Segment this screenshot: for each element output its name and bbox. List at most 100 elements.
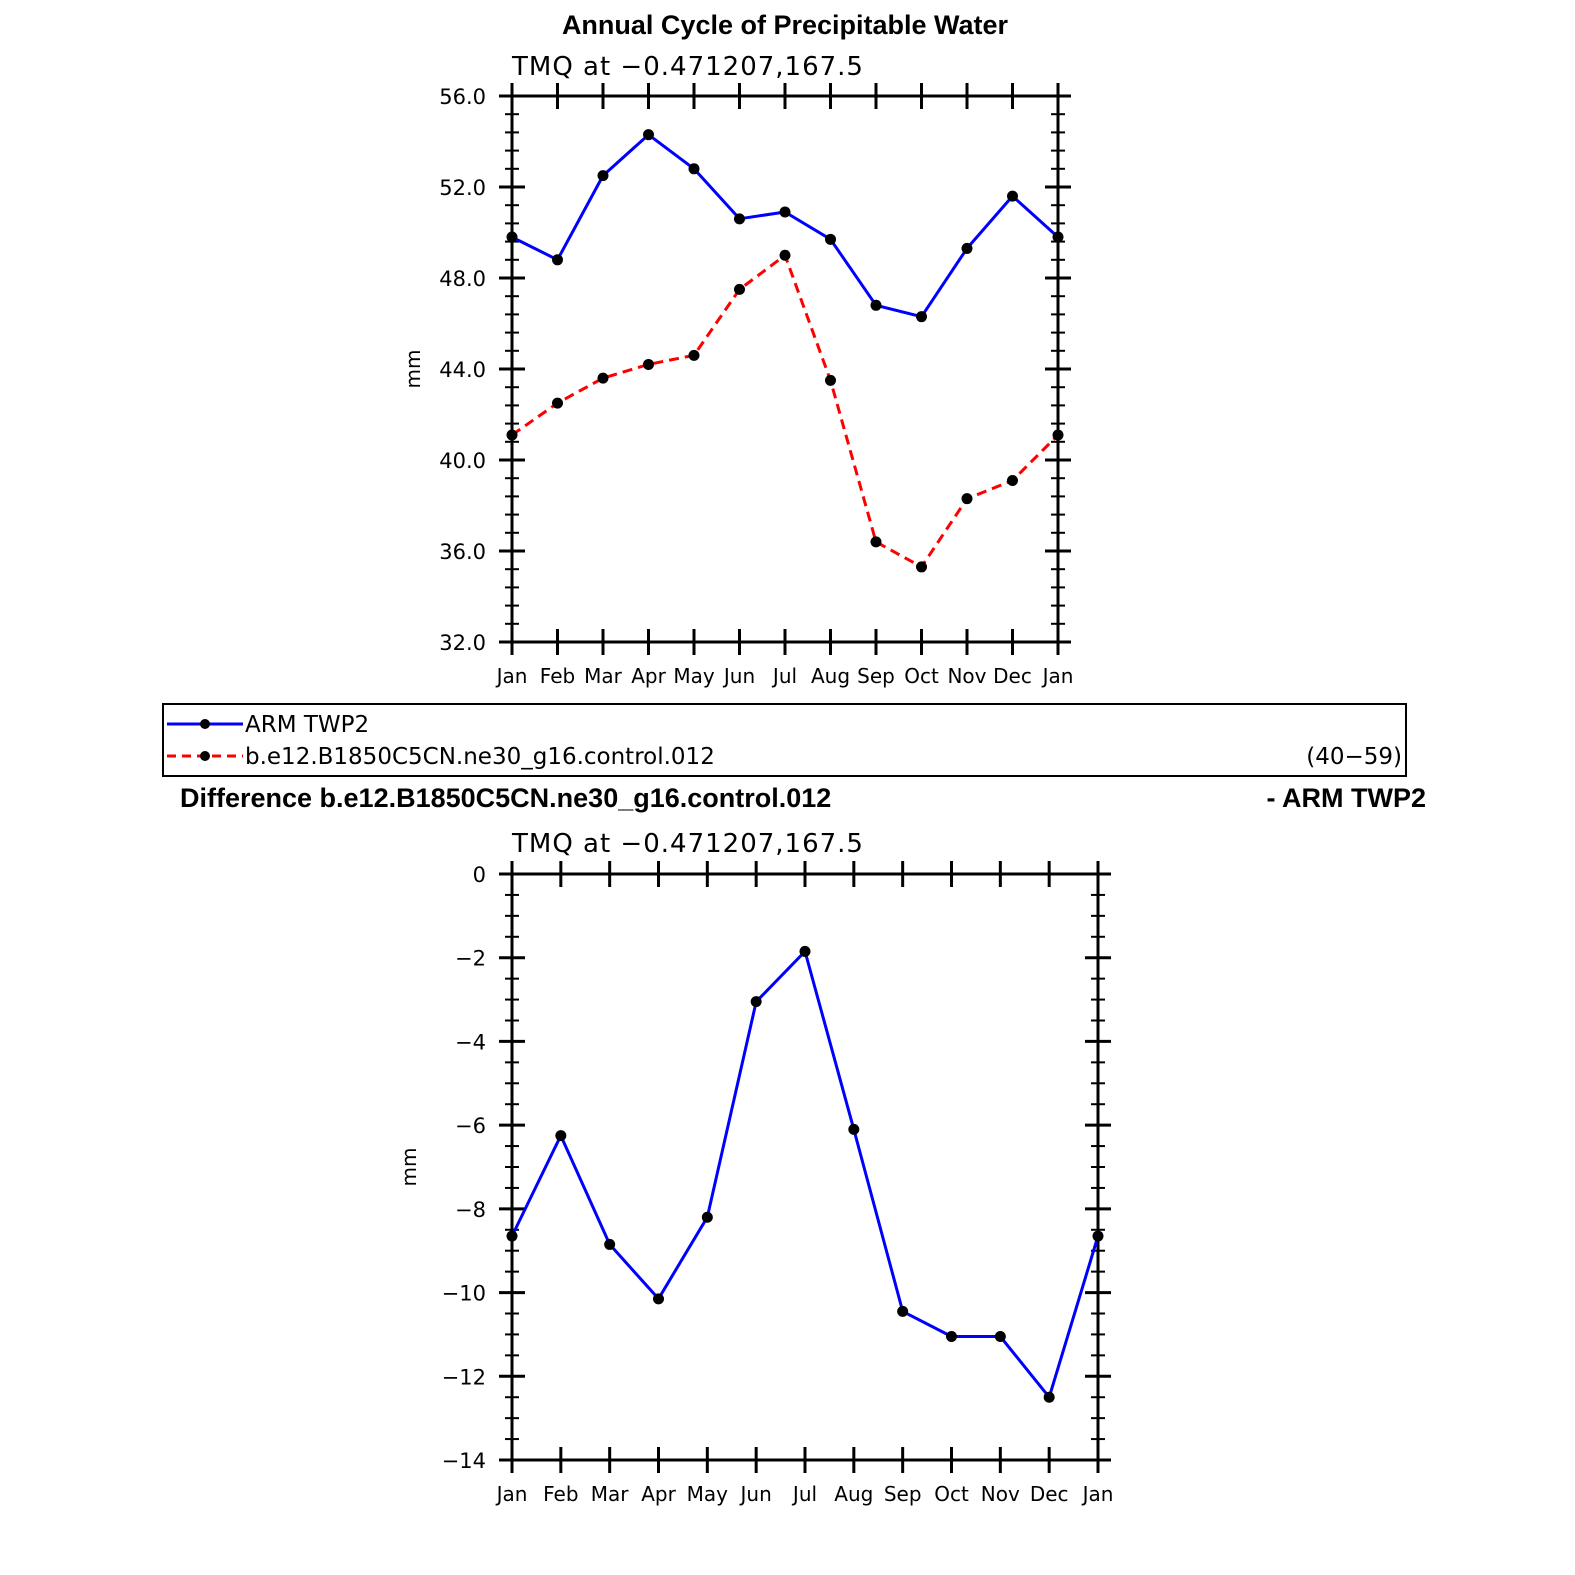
top-x-tick-labels: Jan Feb Mar Apr May Jun Jul Aug Sep Oct Nov Dec Jan <box>495 664 1074 688</box>
bot-x-tick-label: Apr <box>641 1482 676 1506</box>
top-series-1-point <box>916 561 927 573</box>
bot-x-tick-label: Dec <box>1030 1482 1069 1506</box>
top-y-tick-labels: 32.0 36.0 40.0 44.0 48.0 52.0 56.0 <box>439 85 486 655</box>
bot-series-0-point <box>897 1305 909 1317</box>
top-y-tick-label: 40.0 <box>439 449 486 473</box>
bot-y-tick-label: −14 <box>442 1449 486 1473</box>
bot-y-tick-label: 0 <box>473 863 486 887</box>
legend-period-label: (40−59) <box>1306 744 1402 770</box>
bot-x-tick-label: May <box>687 1482 729 1506</box>
bot-series-0-point <box>750 996 762 1008</box>
top-x-tick-label: Dec <box>993 664 1032 688</box>
bot-series-0-point <box>1092 1230 1104 1242</box>
bot-x-tick-label: Aug <box>834 1482 873 1506</box>
top-chart-title: Annual Cycle of Precipitable Water <box>562 10 1009 40</box>
bottom-y-axis-label: mm <box>397 1148 421 1187</box>
top-x-tick-label: Nov <box>947 664 986 688</box>
legend: ARM TWP2 b.e12.B1850C5CN.ne30_g16.contro… <box>162 703 1407 777</box>
top-series-1-point <box>779 249 791 261</box>
top-series-0-point <box>961 242 973 254</box>
top-x-tick-label: Jan <box>495 664 528 688</box>
top-y-tick-label: 32.0 <box>439 631 486 655</box>
top-series-1-point <box>825 374 836 386</box>
top-y-tick-label: 48.0 <box>439 267 486 291</box>
bot-series-0-point <box>604 1238 616 1250</box>
top-series-line-1 <box>511 253 1060 569</box>
bot-y-tick-label: −6 <box>455 1114 486 1138</box>
top-axis-ticks <box>499 83 1071 655</box>
top-series-0-point <box>506 231 518 243</box>
top-y-tick-label: 56.0 <box>439 85 486 109</box>
bot-x-tick-label: Sep <box>884 1482 922 1506</box>
top-series-0-point <box>870 299 882 311</box>
top-y-axis-label: mm <box>401 350 425 389</box>
top-chart-subtitle: TMQ at −0.471207,167.5 <box>511 52 864 82</box>
top-series-0-point <box>916 311 927 323</box>
bottom-chart-title-right: - ARM TWP2 <box>1267 783 1426 813</box>
top-series-0-point <box>643 129 654 141</box>
bot-series-0-point <box>701 1211 713 1223</box>
top-x-tick-label: Jul <box>771 664 797 688</box>
top-x-tick-label: Feb <box>540 664 575 688</box>
top-series-1-point <box>870 536 882 548</box>
difference-chart: Difference b.e12.B1850C5CN.ne30_g16.cont… <box>180 783 1426 1506</box>
bot-series-0-point <box>1043 1391 1055 1403</box>
top-series-0-point <box>688 163 700 175</box>
bot-y-tick-label: −10 <box>442 1282 486 1306</box>
bot-x-tick-label: Oct <box>934 1482 969 1506</box>
annual-cycle-chart: Annual Cycle of Precipitable Water TMQ a… <box>401 10 1073 688</box>
legend-marker-arm <box>200 719 210 729</box>
top-series-1-point <box>597 372 609 384</box>
bot-y-tick-label: −4 <box>455 1030 486 1054</box>
bot-series-0-point <box>555 1130 567 1142</box>
top-y-tick-label: 44.0 <box>439 358 486 382</box>
bot-series-0-point <box>946 1331 957 1343</box>
top-x-tick-label: May <box>673 664 715 688</box>
bot-series-0-point <box>994 1331 1006 1343</box>
top-series-0-point <box>734 213 745 225</box>
top-x-tick-label: Oct <box>904 664 939 688</box>
top-x-tick-label: Apr <box>631 664 666 688</box>
legend-box <box>162 703 1407 777</box>
bot-series-0-point <box>799 945 811 957</box>
top-x-tick-label: Jun <box>722 664 755 688</box>
bot-x-tick-label: Jul <box>791 1482 817 1506</box>
top-series-1-point <box>506 429 518 441</box>
top-series-0-point <box>552 254 563 266</box>
top-plot-frame <box>510 94 1060 644</box>
bot-series-line-0 <box>510 949 1100 1399</box>
bot-series-0-point <box>653 1293 664 1305</box>
top-series-1-point <box>734 283 745 295</box>
top-y-tick-label: 36.0 <box>439 540 486 564</box>
top-x-tick-label: Sep <box>857 664 895 688</box>
top-x-tick-label: Mar <box>584 664 623 688</box>
top-series-0-point <box>597 170 609 182</box>
bot-x-tick-label: Jan <box>495 1482 528 1506</box>
top-y-tick-label: 52.0 <box>439 176 486 200</box>
top-x-tick-label: Jan <box>1041 664 1074 688</box>
top-series-0-point <box>779 206 791 218</box>
legend-label-arm: ARM TWP2 <box>245 712 369 738</box>
bottom-chart-subtitle: TMQ at −0.471207,167.5 <box>511 829 864 859</box>
bot-x-tick-label: Nov <box>981 1482 1020 1506</box>
bottom-y-tick-labels: −14 −12 −10 −8 −6 −4 −2 0 <box>442 863 486 1473</box>
top-series-1-point <box>1052 429 1064 441</box>
bottom-series-group <box>506 945 1104 1403</box>
top-series-1-point <box>961 493 973 505</box>
top-x-tick-label: Aug <box>811 664 850 688</box>
top-series-1-point <box>643 358 654 370</box>
bot-y-tick-label: −2 <box>455 947 486 971</box>
bot-x-tick-label: Jun <box>739 1482 772 1506</box>
top-series-1-point <box>552 397 563 409</box>
top-series-group <box>506 129 1064 573</box>
bot-series-0-point <box>506 1230 518 1242</box>
top-series-0-point <box>1007 190 1018 202</box>
top-series-line-0 <box>511 133 1060 319</box>
bot-x-tick-label: Mar <box>591 1482 630 1506</box>
bottom-chart-title-left: Difference b.e12.B1850C5CN.ne30_g16.cont… <box>180 783 831 813</box>
bot-y-tick-label: −12 <box>442 1365 486 1389</box>
top-series-1-point <box>1007 474 1018 486</box>
legend-marker-model <box>200 751 210 761</box>
bottom-plot-frame <box>510 872 1100 1462</box>
